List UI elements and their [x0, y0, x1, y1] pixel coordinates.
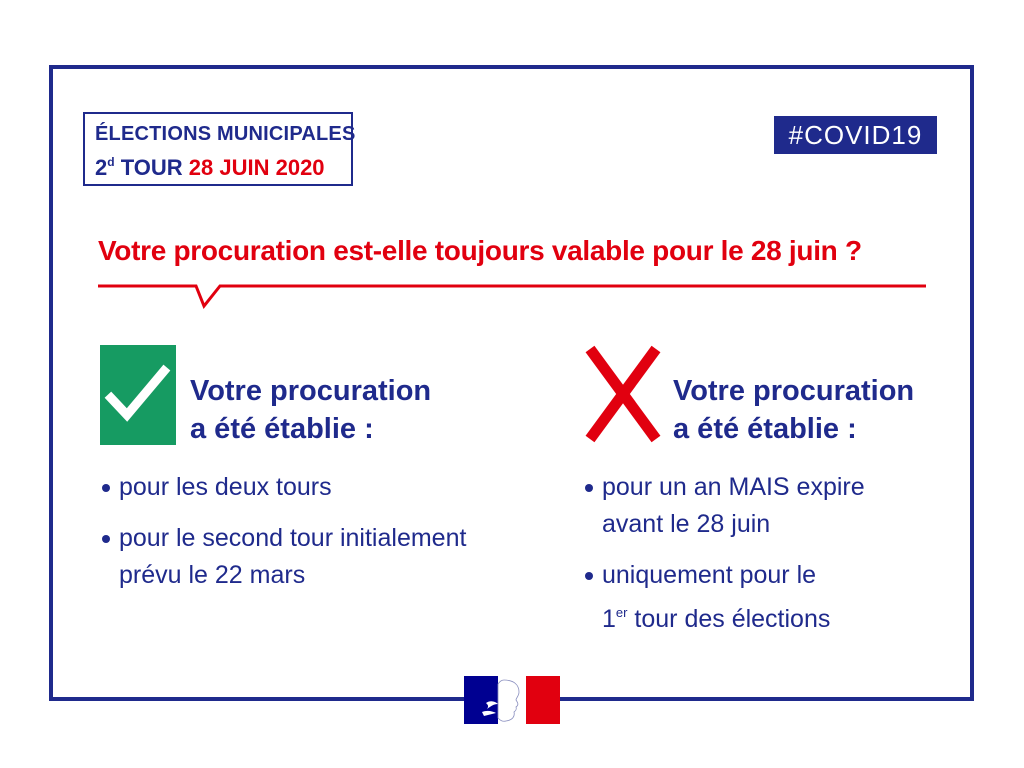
badge-round-number: 2: [95, 155, 108, 180]
speech-bubble-underline: [98, 284, 926, 309]
badge-round: 2d TOUR 28 JUIN 2020: [95, 148, 341, 182]
invalid-title-line2: a été établie :: [673, 413, 857, 445]
invalid-title-line1: Votre procuration: [673, 375, 915, 407]
valid-title-line2: a été établie :: [190, 413, 374, 445]
list-item: pour les deux tours: [100, 469, 540, 506]
badge-title: ÉLECTIONS MUNICIPALES: [95, 123, 356, 145]
list-item: uniquement pour le 1er tour des élection…: [583, 557, 943, 638]
covid-hashtag: #COVID19: [774, 116, 937, 154]
marianne-logo: [464, 676, 560, 724]
valid-title: Votre procuration a été établie :: [190, 372, 431, 448]
badge-date: 28 JUIN 2020: [188, 155, 325, 180]
election-badge: ÉLECTIONS MUNICIPALES 2d TOUR 28 JUIN 20…: [83, 112, 356, 186]
badge-round-label: TOUR: [120, 155, 183, 180]
badge-round-suffix: d: [107, 155, 115, 169]
invalid-list: pour un an MAIS expire avant le 28 juin …: [583, 469, 943, 652]
list-item: pour le second tour initialement prévu l…: [100, 520, 540, 594]
list-item: pour un an MAIS expire avant le 28 juin: [583, 469, 943, 543]
cross-icon: [583, 343, 663, 445]
invalid-title: Votre procuration a été établie :: [673, 372, 914, 448]
valid-list: pour les deux tours pour le second tour …: [100, 469, 540, 608]
valid-title-line1: Votre procuration: [190, 375, 432, 407]
page-title: Votre procuration est-elle toujours vala…: [98, 235, 862, 266]
check-icon: [100, 345, 176, 445]
